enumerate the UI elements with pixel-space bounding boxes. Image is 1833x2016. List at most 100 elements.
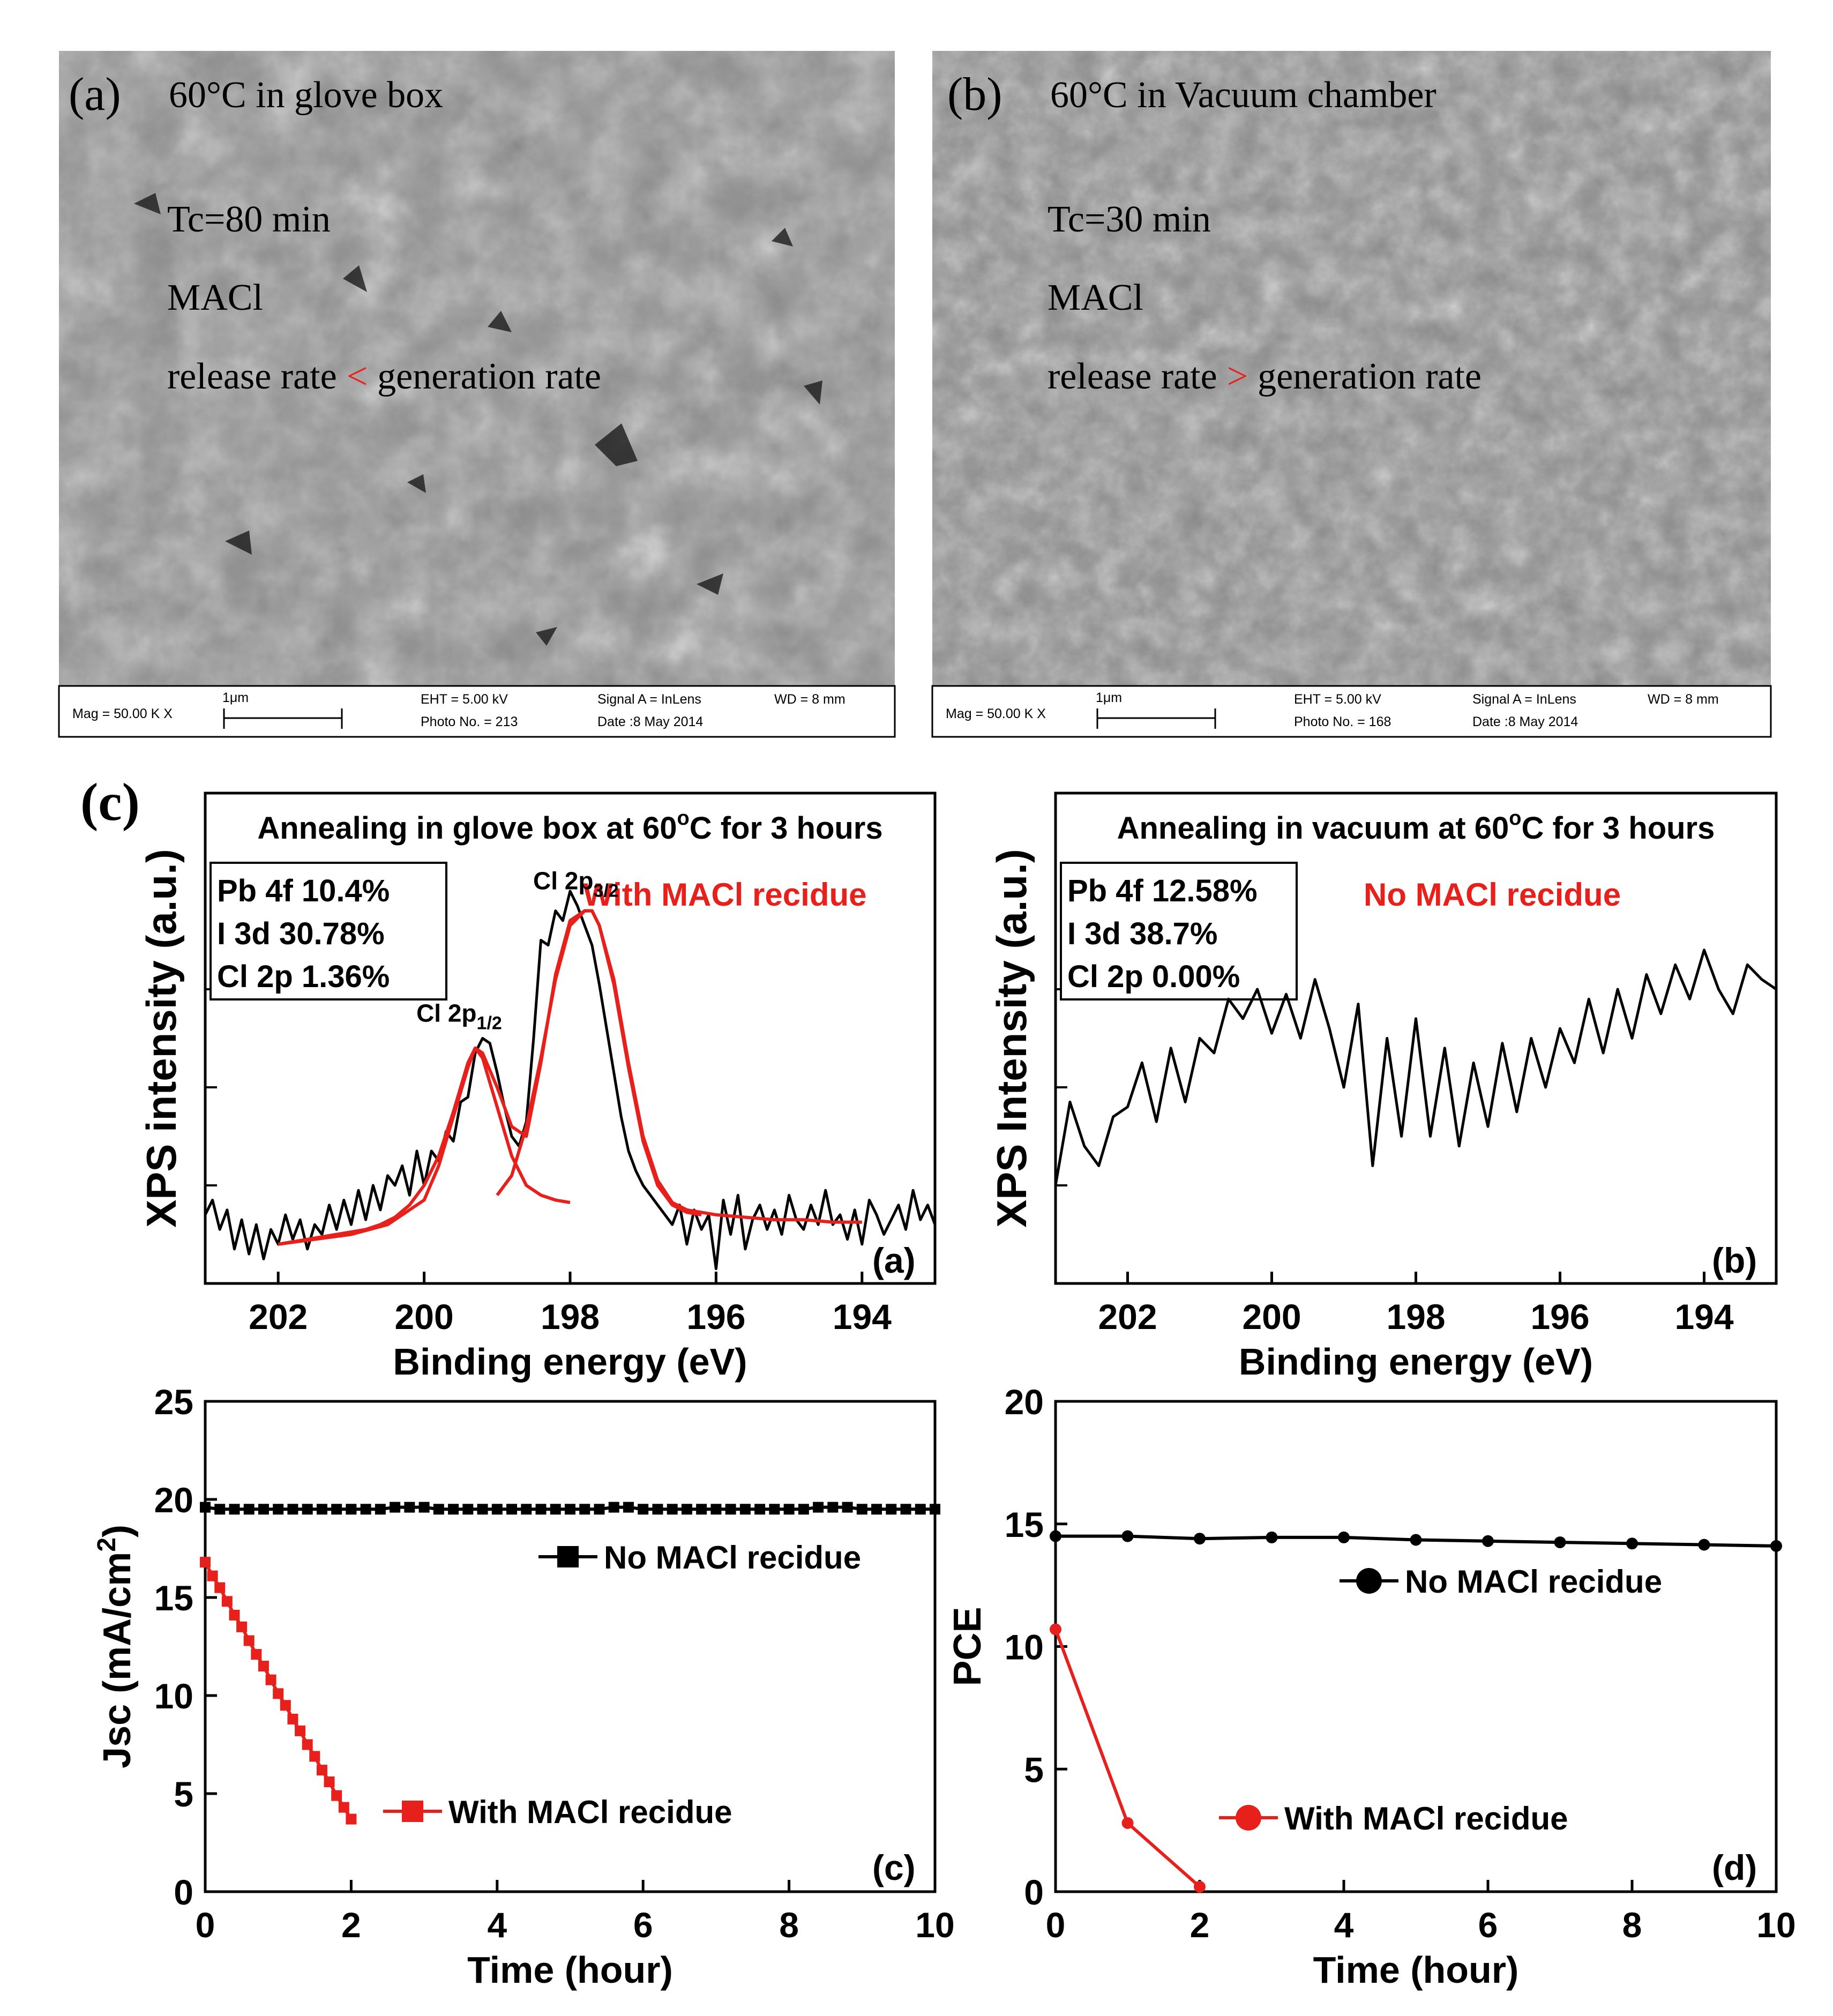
chart-3-x-tick-label-5: 10 bbox=[1756, 1905, 1795, 1945]
chart-2-y-tick-label-2: 10 bbox=[154, 1676, 193, 1716]
sem-mag-a: Mag = 50.00 K X bbox=[72, 706, 173, 721]
chart-2-series-0-point-39 bbox=[769, 1504, 780, 1515]
chart-2-series-0-point-4 bbox=[258, 1504, 269, 1515]
sem-material-b: MACl bbox=[1048, 277, 1143, 318]
chart-0-chart-title: Annealing in glove box at 60oC for 3 hou… bbox=[257, 807, 882, 846]
chart-2-series-0-point-44 bbox=[842, 1502, 853, 1513]
chart-2-series-0-point-7 bbox=[302, 1504, 313, 1515]
sem-rate-symbol-a: < bbox=[347, 356, 368, 397]
chart-0-y-axis-label: XPS intensity (a.u.) bbox=[138, 849, 185, 1227]
sem-rate-right-b: generation rate bbox=[1258, 356, 1482, 397]
chart-2-series-0-point-33 bbox=[681, 1504, 692, 1515]
chart-2-y-tick-label-1: 5 bbox=[174, 1774, 193, 1814]
chart-3-x-tick-label-0: 0 bbox=[1046, 1905, 1066, 1945]
chart-1-x-tick-label-2: 198 bbox=[1386, 1297, 1445, 1336]
sem-eht-b: EHT = 5.00 kV bbox=[1294, 692, 1381, 707]
sem-texture-a bbox=[59, 51, 895, 686]
chart-1-composition-line-0: Pb 4f 12.58% bbox=[1067, 873, 1258, 908]
chart-3-legend-label-0: No MACl recidue bbox=[1405, 1564, 1662, 1600]
chart-2-series-0-point-10 bbox=[346, 1504, 357, 1515]
chart-2-series-0-point-19 bbox=[477, 1504, 488, 1515]
chart-2-series-0-point-8 bbox=[316, 1504, 327, 1515]
chart-2-series-1-point-15 bbox=[309, 1751, 320, 1762]
chart-1-x-tick-label-3: 196 bbox=[1530, 1297, 1589, 1336]
chart-3-series-0-point-4 bbox=[1338, 1531, 1350, 1543]
chart-1-note-label: No MACl recidue bbox=[1364, 877, 1621, 913]
sem-rate-left-a: release rate bbox=[167, 356, 337, 397]
chart-2-series-0-point-48 bbox=[900, 1504, 911, 1515]
sem-title-a: 60°C in glove box bbox=[169, 74, 443, 116]
chart-3-y-axis-label: PCE bbox=[946, 1607, 989, 1686]
chart-2-series-0-point-6 bbox=[287, 1504, 298, 1515]
chart-2-series-0-point-45 bbox=[856, 1504, 867, 1515]
chart-2-series-0-point-27 bbox=[594, 1504, 605, 1515]
chart-2-series-0-point-2 bbox=[229, 1504, 240, 1515]
chart-3-y-tick-label-0: 0 bbox=[1024, 1872, 1044, 1912]
chart-3-legend-label-1: With MACl recidue bbox=[1284, 1801, 1568, 1836]
sem-panel-b: (b) 60°C in Vacuum chamber Tc=30 min MAC… bbox=[931, 51, 1772, 738]
chart-0-x-tick-label-1: 200 bbox=[395, 1297, 454, 1336]
chart-1-chart-title-tail: C for 3 hours bbox=[1521, 811, 1715, 846]
chart-0-peak-label-sub-1: 3/2 bbox=[593, 881, 618, 901]
chart-2-legend-marker-1 bbox=[402, 1801, 423, 1822]
chart-0-series-3-line bbox=[496, 909, 702, 1216]
chart-2-series-0-point-18 bbox=[462, 1504, 474, 1515]
chart-2-series-1-point-8 bbox=[258, 1661, 269, 1672]
sem-footer-b: Mag = 50.00 K X 1μm EHT = 5.00 kV Photo … bbox=[931, 685, 1772, 738]
chart-2-series-0-point-36 bbox=[725, 1504, 736, 1515]
sem-scalebar-b bbox=[1096, 708, 1216, 729]
chart-3-series-1-point-0 bbox=[1050, 1623, 1061, 1636]
chart-2-series-1-point-6 bbox=[243, 1635, 255, 1646]
chart-3-legend-marker-1 bbox=[1236, 1805, 1261, 1831]
sem-rate-left-b: release rate bbox=[1048, 356, 1217, 397]
chart-2-y-axis-label-tail: ) bbox=[96, 1525, 139, 1537]
chart-0-panel-label: (a) bbox=[872, 1241, 916, 1280]
chart-2-panel-label: (c) bbox=[872, 1848, 916, 1887]
chart-3-series-0-point-1 bbox=[1121, 1530, 1134, 1542]
chart-2-y-axis-label-main: Jsc (mA/cm bbox=[96, 1552, 139, 1768]
chart-xps-vacuum: 202 200 198 196 194 Binding energy (eV) XPS In… bbox=[988, 792, 1778, 1383]
chart-2-series-0-point-1 bbox=[214, 1504, 226, 1515]
chart-0-composition-line-2: Cl 2p 1.36% bbox=[217, 959, 390, 994]
chart-2-series-0-point-11 bbox=[360, 1504, 371, 1515]
sem-wd-b: WD = 8 mm bbox=[1648, 692, 1719, 707]
sem-material-a: MACl bbox=[167, 277, 263, 318]
chart-2-series-1-point-0 bbox=[200, 1557, 211, 1568]
chart-0-note-label: With MACl recidue bbox=[583, 877, 866, 913]
sem-rate-a: release rate < generation rate bbox=[167, 356, 601, 397]
chart-2-series-1-point-11 bbox=[280, 1700, 291, 1711]
chart-1-composition-line-2: Cl 2p 0.00% bbox=[1067, 959, 1240, 994]
sem-title-b: 60°C in Vacuum chamber bbox=[1050, 74, 1437, 116]
chart-0-chart-title-main: Annealing in glove box at 60 bbox=[257, 811, 677, 846]
chart-3-series-0-point-9 bbox=[1698, 1539, 1710, 1551]
chart-0-series-0-line bbox=[205, 890, 935, 1271]
chart-2-series-0-point-21 bbox=[506, 1504, 518, 1515]
chart-0-peak-label-1: Cl 2p3/2 bbox=[533, 867, 619, 901]
chart-2-x-tick-label-0: 0 bbox=[196, 1905, 215, 1945]
sem-photo-b: Photo No. = 168 bbox=[1294, 714, 1391, 729]
sem-rate-b: release rate > generation rate bbox=[1048, 356, 1482, 397]
chart-3-series-0-point-7 bbox=[1554, 1536, 1566, 1549]
chart-2-series-0-point-26 bbox=[579, 1504, 590, 1515]
chart-3-x-tick-label-1: 2 bbox=[1190, 1905, 1210, 1945]
chart-2-series-1-point-19 bbox=[338, 1802, 349, 1813]
chart-2-y-tick-label-3: 15 bbox=[154, 1578, 193, 1618]
chart-2-series-1-point-10 bbox=[273, 1688, 284, 1699]
sem-photo-a: Photo No. = 213 bbox=[421, 714, 518, 729]
chart-2-series-0-point-35 bbox=[710, 1504, 722, 1515]
chart-3-y-tick-label-4: 20 bbox=[1005, 1382, 1044, 1422]
chart-3-x-axis-label: Time (hour) bbox=[1313, 1949, 1519, 1991]
chart-3-series-0-point-10 bbox=[1770, 1540, 1782, 1552]
chart-2-series-0-point-17 bbox=[448, 1504, 459, 1515]
chart-3-series-0-point-0 bbox=[1050, 1530, 1061, 1542]
chart-3-series-1-point-2 bbox=[1194, 1880, 1206, 1893]
chart-2-x-tick-label-4: 8 bbox=[779, 1905, 799, 1945]
chart-3-x-tick-label-4: 8 bbox=[1622, 1905, 1642, 1945]
chart-0-peak-label-sub-0: 1/2 bbox=[477, 1013, 502, 1034]
sem-rate-right-a: generation rate bbox=[377, 356, 601, 397]
chart-2-series-0-point-31 bbox=[652, 1504, 663, 1515]
chart-2-series-1-point-5 bbox=[236, 1621, 248, 1632]
sem-signal-a: Signal A = InLens bbox=[597, 692, 701, 707]
